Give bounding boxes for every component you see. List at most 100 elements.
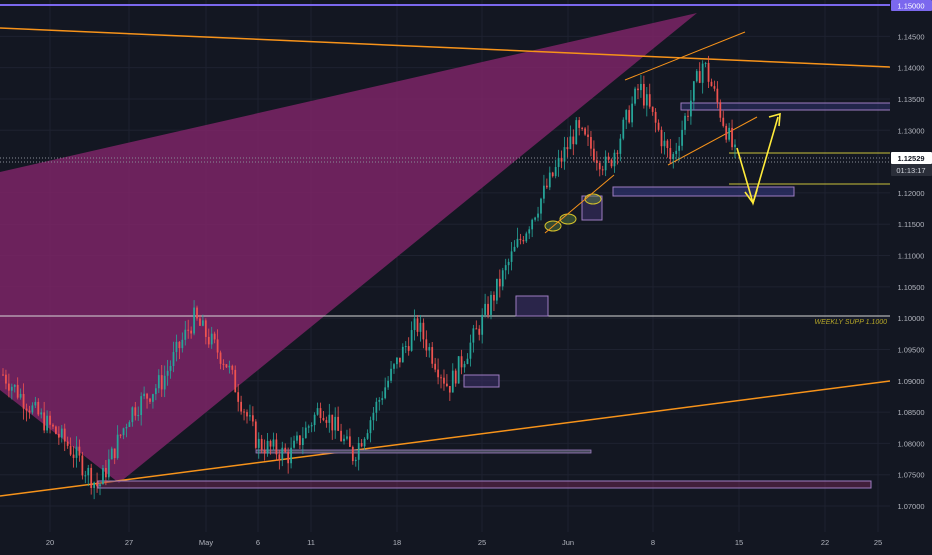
candle-body — [613, 152, 616, 167]
candle-body — [357, 443, 360, 460]
candle-body — [713, 86, 716, 89]
candle-body — [93, 482, 96, 488]
bottom-support-zone[interactable] — [97, 480, 872, 489]
candle-body — [437, 369, 439, 378]
price-axis[interactable] — [890, 0, 932, 550]
candle-body — [493, 294, 495, 301]
candle-body — [410, 330, 413, 351]
price-axis-label: 1.13000 — [897, 126, 924, 135]
time-axis-label: 25 — [478, 538, 486, 547]
candle-body — [307, 426, 310, 428]
candle-body — [398, 357, 401, 363]
candle-body — [531, 219, 534, 230]
candle-body — [216, 339, 219, 353]
candle-body — [404, 346, 407, 348]
candle-body — [581, 127, 584, 129]
candle-body — [37, 401, 40, 415]
candle-body — [157, 375, 160, 389]
candle-body — [263, 449, 266, 454]
candle-body — [375, 401, 378, 413]
consolidation-box-may[interactable] — [463, 374, 500, 388]
candle-body — [719, 102, 722, 118]
candle-body — [204, 320, 207, 337]
candle-body — [354, 459, 357, 462]
candle-body — [390, 368, 392, 381]
time-axis-label: 20 — [46, 538, 54, 547]
candle-body — [590, 137, 592, 149]
candle-body — [725, 125, 728, 140]
candle-body — [434, 363, 437, 370]
candle-body — [431, 347, 434, 364]
time-axis-label: Jun — [562, 538, 574, 547]
candle-body — [642, 83, 645, 106]
candle-body — [451, 370, 454, 393]
time-axis[interactable] — [0, 532, 932, 550]
candle-body — [325, 420, 328, 423]
candle-body — [378, 399, 381, 402]
channel-upper-line[interactable] — [624, 31, 746, 81]
candle-body — [722, 117, 725, 126]
candle-body — [419, 322, 422, 332]
candle-body — [128, 422, 131, 428]
candle-body — [213, 333, 216, 340]
price-axis-label: 1.07500 — [897, 471, 924, 480]
candle-body — [2, 374, 4, 376]
descending-trendline[interactable] — [0, 27, 891, 68]
candle-body — [34, 401, 37, 406]
candle-body — [510, 251, 513, 262]
current-price-tag-bg — [891, 152, 932, 164]
candle-body — [672, 154, 675, 160]
candle-body — [695, 71, 698, 82]
resistance-zone-june[interactable] — [680, 102, 893, 111]
candle-body — [169, 365, 172, 371]
candle-body — [498, 278, 501, 287]
candle-body — [322, 417, 325, 421]
candle-body — [616, 152, 619, 154]
candle-body — [478, 328, 481, 335]
ascending-trendline[interactable] — [0, 380, 891, 497]
candle-body — [407, 346, 410, 351]
candle-body — [152, 394, 154, 402]
top-price-tag-bg — [891, 0, 932, 11]
candle-body — [513, 246, 516, 252]
pattern-highlight-3[interactable] — [584, 193, 602, 205]
candle-body — [534, 217, 536, 220]
candle-body — [210, 333, 213, 345]
candle-body — [631, 103, 633, 123]
candlestick-series[interactable] — [2, 55, 736, 500]
candle-body — [90, 467, 93, 488]
candle-body — [422, 322, 425, 340]
time-axis-label: 8 — [651, 538, 655, 547]
candle-body — [463, 363, 466, 368]
candle-body — [269, 440, 272, 447]
candle-body — [340, 430, 342, 442]
candle-body — [225, 364, 228, 368]
candle-body — [734, 144, 736, 148]
candle-body — [134, 407, 137, 416]
projection-arrow-down-head — [744, 189, 758, 205]
top-price-tag: 1.15000 — [897, 2, 924, 11]
mid-support-zone[interactable] — [255, 449, 592, 454]
candle-body — [701, 63, 704, 83]
candle-body — [140, 396, 143, 416]
candle-body — [428, 347, 431, 351]
candle-body — [384, 387, 387, 399]
candle-body — [60, 428, 63, 438]
candle-body — [369, 420, 372, 434]
demand-zone-june[interactable] — [612, 186, 795, 197]
candle-body — [525, 233, 528, 242]
candle-body — [281, 447, 284, 461]
channel-lower-line[interactable] — [667, 116, 758, 166]
candle-body — [75, 446, 78, 458]
candle-body — [446, 383, 448, 387]
candle-body — [684, 115, 686, 130]
candle-body — [87, 467, 90, 476]
candle-body — [219, 352, 222, 364]
candle-body — [349, 436, 351, 447]
candle-body — [469, 342, 472, 359]
candle-body — [372, 412, 375, 421]
breakout-box-1[interactable] — [515, 295, 549, 317]
candle-body — [66, 441, 69, 446]
